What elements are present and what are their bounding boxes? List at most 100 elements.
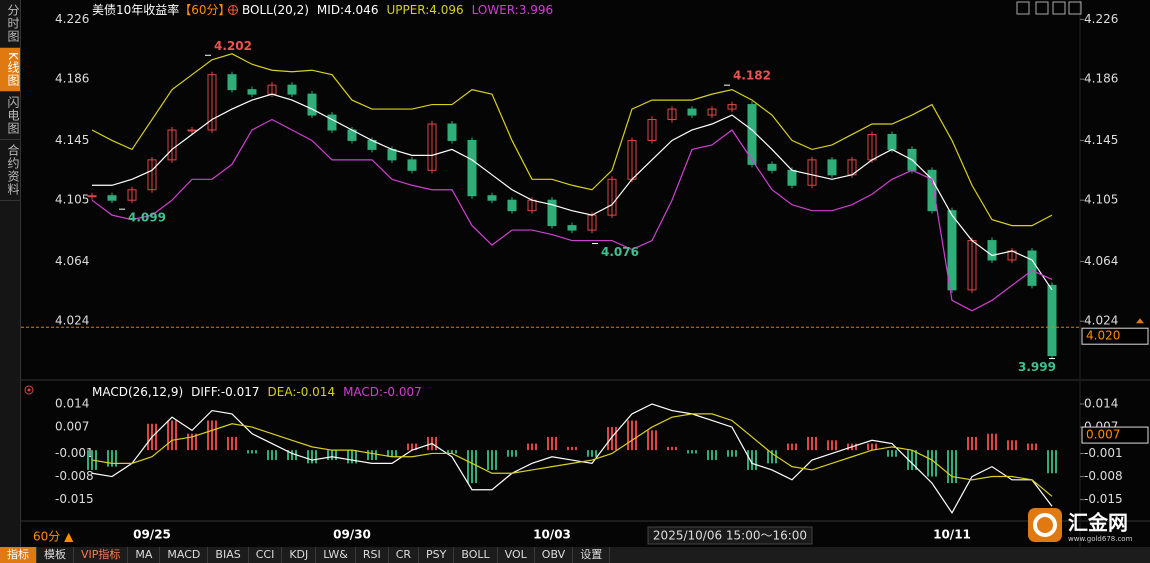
price-arrow xyxy=(1136,318,1144,324)
y-tick-label: 0.014 xyxy=(55,396,89,410)
candle xyxy=(247,89,257,95)
y2-tick-label: -0.008 xyxy=(1084,469,1123,483)
candle xyxy=(467,139,477,197)
candle xyxy=(427,123,437,171)
y2-tick-label: 0.014 xyxy=(1084,396,1118,410)
y-tick-label: 4.186 xyxy=(55,72,89,86)
candle xyxy=(167,129,177,161)
candle xyxy=(187,129,197,132)
y-tick-label: 4.226 xyxy=(55,12,89,26)
toolbar-item[interactable]: 指标 xyxy=(0,547,37,563)
instrument-title: 美债10年收益率 xyxy=(92,2,179,17)
legend-entry: LOWER:3.996 xyxy=(472,3,554,17)
toolbar-item[interactable]: 模板 xyxy=(37,547,74,563)
sidebar: 分时图 K线图 闪电图 合约资料 xyxy=(0,0,21,548)
candle xyxy=(927,169,937,212)
indicator-line xyxy=(91,118,1053,312)
toolbar-item[interactable]: BOLL xyxy=(454,547,498,563)
sidebar-tab[interactable]: 分时图 xyxy=(0,0,20,48)
candle xyxy=(307,93,317,116)
y2-tick-label: -0.001 xyxy=(1084,446,1123,460)
candle xyxy=(767,163,777,171)
add-icon[interactable] xyxy=(228,5,238,15)
toolbar-item[interactable]: KDJ xyxy=(282,547,317,563)
indicator-line xyxy=(91,53,1053,227)
sidebar-tab[interactable]: 合约资料 xyxy=(0,140,20,201)
indicator-header: BOLL(20,2) MID:4.046 UPPER:4.096 LOWER:3.99… xyxy=(242,3,553,17)
y-tick-label: -0.008 xyxy=(55,469,94,483)
logo: 汇金网 www.gold678.com xyxy=(1028,508,1133,543)
toolbar-item[interactable]: RSI xyxy=(356,547,389,563)
y-tick-label: 4.145 xyxy=(55,133,89,147)
logo-url: www.gold678.com xyxy=(1068,535,1133,543)
window-icons[interactable] xyxy=(1016,1,1082,15)
toolbar-item[interactable]: PSY xyxy=(419,547,455,563)
last-price-box xyxy=(1081,327,1149,345)
toolbar-item[interactable]: BIAS xyxy=(208,547,249,563)
cursor-time: 2025/10/06 15:00～16:00 xyxy=(653,529,807,543)
last-price-label: 4.020 xyxy=(1086,329,1120,343)
cursor-value-label: 0.007 xyxy=(1086,428,1120,442)
candle xyxy=(607,178,617,216)
candle xyxy=(667,108,677,121)
indicator-line xyxy=(91,413,1053,497)
sidebar-tab[interactable]: K线图 xyxy=(0,48,20,92)
extreme-label: 4.182 xyxy=(733,69,771,83)
y-tick-label: 0.007 xyxy=(55,420,89,434)
chart: 美债10年收益率【60分】 BOLL(20,2) MID:4.046 UPPER:4… xyxy=(21,0,1150,547)
toolbar-item[interactable]: VOL xyxy=(498,547,535,563)
extreme-label: 4.099 xyxy=(128,211,166,225)
candle xyxy=(147,159,157,191)
toolbar-item[interactable]: 设置 xyxy=(573,547,611,563)
y2-tick-label: 4.064 xyxy=(1084,254,1118,268)
candle xyxy=(947,210,957,291)
candle xyxy=(407,159,417,171)
candle xyxy=(447,123,457,141)
extreme-label: 4.076 xyxy=(601,245,639,259)
y2-tick-label: 4.186 xyxy=(1084,72,1118,86)
y-tick-label: 4.105 xyxy=(55,193,89,207)
candle xyxy=(787,169,797,186)
extreme-label: 4.202 xyxy=(214,39,252,53)
candle xyxy=(1027,250,1037,286)
toolbar-item[interactable]: LW& xyxy=(316,547,356,563)
y2-tick-label: 4.105 xyxy=(1084,193,1118,207)
candle xyxy=(487,195,497,201)
indicator-line xyxy=(91,403,1053,514)
candle xyxy=(887,133,897,150)
sidebar-tab[interactable]: 闪电图 xyxy=(0,92,20,140)
legend-entry: MACD:-0.007 xyxy=(343,385,422,399)
indicator-name: BOLL(20,2) xyxy=(242,3,309,17)
candle xyxy=(127,189,137,201)
toolbar-item[interactable]: CCI xyxy=(249,547,283,563)
y-tick-label: -0.015 xyxy=(55,492,94,506)
candle xyxy=(287,84,297,95)
candle xyxy=(507,199,517,212)
candle xyxy=(547,199,557,227)
candle xyxy=(327,114,337,131)
y-tick-label: 4.024 xyxy=(55,314,89,328)
candle xyxy=(207,74,217,131)
toolbar-item[interactable]: CR xyxy=(389,547,420,563)
candle xyxy=(987,240,997,261)
logo-text: 汇金网 xyxy=(1068,511,1128,535)
y2-tick-label: -0.015 xyxy=(1084,492,1123,506)
toolbar-item[interactable]: MA xyxy=(128,547,161,563)
legend-entry: MID:4.046 xyxy=(317,3,379,17)
period-selector[interactable]: 60分 ▲ xyxy=(33,530,74,544)
candle xyxy=(807,159,817,186)
cursor-time-box xyxy=(647,526,813,545)
candle xyxy=(727,104,737,110)
y2-tick-label: 4.226 xyxy=(1084,12,1118,26)
toolbar-item[interactable]: VIP指标 xyxy=(74,547,129,563)
period-label: 【60分】 xyxy=(179,3,230,17)
x-tick-label: 09/25 xyxy=(133,528,171,542)
target-icon[interactable] xyxy=(24,385,34,395)
toolbar-item[interactable]: OBV xyxy=(535,547,574,563)
candle xyxy=(87,195,97,198)
toolbar-item[interactable]: MACD xyxy=(160,547,209,563)
candle xyxy=(647,119,657,141)
y-tick-label: -0.001 xyxy=(55,446,94,460)
price-header: 美债10年收益率【60分】 xyxy=(92,2,231,17)
candle xyxy=(1047,284,1057,357)
